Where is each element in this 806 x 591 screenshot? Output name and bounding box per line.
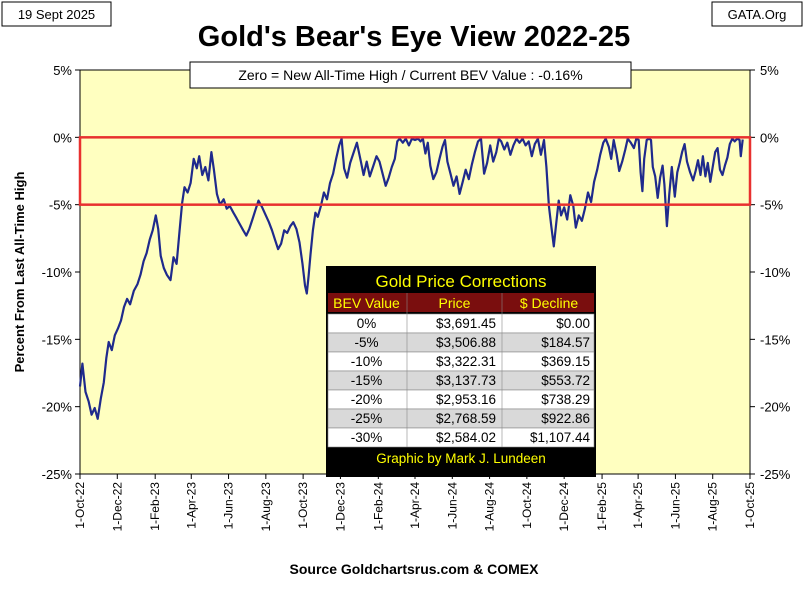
x-tick-label: 1-Jun-23 (222, 482, 236, 530)
table-cell: $3,137.73 (436, 373, 496, 388)
table-cell: $2,584.02 (436, 430, 496, 445)
x-tick-label: 1-Apr-25 (631, 482, 645, 529)
x-tick-label: 1-Dec-22 (110, 482, 124, 532)
table-cell: -30% (351, 430, 383, 445)
chart-source-footer: Source Goldchartsrus.com & COMEX (290, 561, 540, 577)
y-axis-right: 5% 0% -5% -10% -15% -20% -25% (750, 63, 791, 482)
chart-title: Gold's Bear's Eye View 2022-25 (198, 21, 630, 53)
table-cell: -20% (351, 392, 383, 407)
date-label-box (1, 1, 112, 27)
x-tick-label: 1-Aug-25 (706, 482, 720, 532)
x-axis: 1-Oct-22 1-Dec-22 1-Feb-23 1-Apr-23 1-Jun-23… (73, 474, 757, 531)
x-tick-label: 1-Oct-24 (520, 482, 534, 529)
y-tick-label-left: -10% (42, 265, 73, 280)
y-tick-label-left: -15% (42, 332, 73, 347)
table-cell: $3,506.88 (436, 335, 496, 350)
y-tick-label-left: -25% (42, 467, 73, 482)
zero-to-minus-five-band (78, 136, 752, 206)
x-tick-label: 1-Feb-23 (148, 482, 162, 531)
chart-subtitle: Zero = New All-Time High / Current BEV V… (238, 67, 582, 83)
x-tick-label: 1-Apr-24 (408, 482, 422, 529)
x-tick-label: 1-Feb-25 (595, 482, 609, 531)
table-cell: -5% (354, 335, 378, 350)
table-footer: Graphic by Mark J. Lundeen (376, 451, 546, 466)
source-label: GATA.Org (728, 7, 787, 22)
y-tick-label-left: 0% (53, 130, 72, 145)
table-cell: $738.29 (541, 392, 590, 407)
x-tick-label: 1-Aug-23 (259, 482, 273, 532)
y-axis-left: 5% 0% -5% -10% -15% -20% -25% (42, 63, 80, 482)
bev-series-line (78, 137, 744, 420)
y-tick-label-right: -10% (760, 265, 791, 280)
x-tick-label: 1-Feb-24 (371, 482, 385, 531)
table-cell: $184.57 (541, 335, 590, 350)
y-tick-label-right: 5% (760, 63, 779, 78)
table-column-header: BEV Value (333, 295, 400, 311)
table-row (327, 427, 595, 448)
x-tick-label: 1-Dec-23 (333, 482, 347, 532)
x-tick-label: 1-Jun-25 (668, 482, 682, 530)
x-tick-label: 1-Oct-25 (743, 482, 757, 529)
y-tick-label-right: -20% (760, 400, 791, 415)
y-tick-label-right: 0% (760, 130, 779, 145)
table-title: Gold Price Corrections (375, 272, 546, 291)
date-label: 19 Sept 2025 (18, 7, 95, 22)
table-cell: -25% (351, 411, 383, 426)
table-cell: $3,322.31 (436, 354, 496, 369)
x-tick-label: 1-Dec-24 (557, 482, 571, 532)
source-label-box (711, 1, 803, 27)
series-group (78, 137, 744, 420)
table-cell: $1,107.44 (530, 430, 591, 445)
y-tick-label-left: 5% (53, 63, 72, 78)
table-cell: $369.15 (541, 354, 590, 369)
x-tick-label: 1-Apr-23 (184, 482, 198, 529)
table-cell: 0% (357, 316, 377, 331)
y-tick-label-right: -5% (760, 198, 784, 213)
y-tick-label-right: -15% (760, 332, 791, 347)
y-axis-label: Percent From Last All-Time High (12, 172, 27, 373)
table-column-band (328, 293, 594, 312)
y-tick-label-right: -25% (760, 467, 791, 482)
table-cell: $2,953.16 (436, 392, 496, 407)
x-tick-label: 1-Oct-22 (73, 482, 87, 529)
y-tick-label-left: -5% (49, 198, 73, 213)
table-cell: -10% (351, 354, 383, 369)
table-cell: $553.72 (541, 373, 590, 388)
table-cell: $0.00 (556, 316, 590, 331)
x-tick-label: 1-Oct-23 (296, 482, 310, 529)
table-cell: $922.86 (541, 411, 590, 426)
table-cell: -15% (351, 373, 383, 388)
table-column-header: Price (439, 295, 471, 311)
table-column-header: $ Decline (520, 295, 579, 311)
y-tick-label-left: -20% (42, 400, 73, 415)
x-tick-label: 1-Aug-24 (483, 482, 497, 532)
x-tick-label: 1-Jun-24 (445, 482, 459, 530)
corrections-table: Gold Price Corrections BEV Value Price $ De… (326, 266, 596, 477)
table-cell: $2,768.59 (436, 411, 496, 426)
table-cell: $3,691.45 (436, 316, 496, 331)
subtitle-box (189, 61, 632, 89)
